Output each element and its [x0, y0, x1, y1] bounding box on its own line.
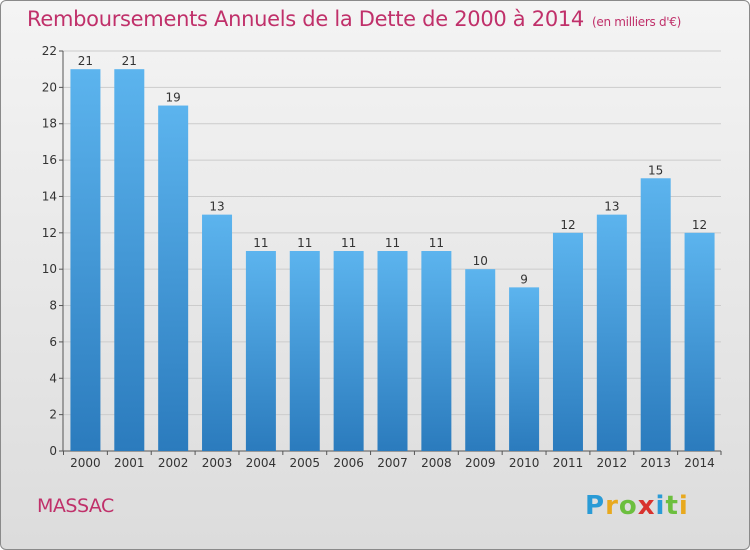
bar-value-label: 12	[560, 218, 575, 232]
logo-letter: r	[605, 491, 619, 521]
bar	[640, 178, 671, 452]
bar-value-label: 21	[78, 54, 93, 68]
logo-letter: o	[618, 491, 638, 521]
chart-title: Remboursements Annuels de la Dette de 20…	[27, 7, 681, 31]
bar	[552, 232, 583, 451]
x-tick-label: 2000	[70, 456, 101, 470]
y-tick-label: 14	[42, 189, 57, 203]
bar	[333, 251, 364, 451]
y-tick-label: 4	[49, 371, 57, 385]
x-tick-label: 2003	[202, 456, 233, 470]
y-tick-label: 16	[42, 153, 57, 167]
bar	[70, 69, 101, 451]
bar-value-label: 13	[209, 200, 224, 214]
bar-value-label: 13	[604, 200, 619, 214]
bar	[245, 251, 276, 451]
bar-value-label: 11	[297, 236, 312, 250]
logo-letter: P	[585, 491, 606, 521]
y-tick-label: 18	[42, 117, 57, 131]
bar	[202, 214, 233, 451]
bar	[421, 251, 452, 451]
y-tick-label: 8	[49, 299, 57, 313]
y-tick-label: 20	[42, 80, 57, 94]
chart-unit: (en milliers d'€)	[592, 15, 682, 29]
bar-value-label: 10	[473, 254, 488, 268]
bar	[509, 287, 540, 451]
bar-value-label: 9	[520, 272, 528, 286]
logo-letter: x	[637, 491, 656, 521]
bar-value-label: 11	[253, 236, 268, 250]
x-tick-label: 2006	[333, 456, 364, 470]
bars	[70, 69, 715, 452]
bar	[289, 251, 320, 451]
labels: 0 2 4 6 8 10 12 14 16 18 20 22 21 2000 21 2001 19 2002 13 2…	[42, 44, 715, 470]
bar-value-label: 11	[429, 236, 444, 250]
x-tick-label: 2004	[246, 456, 277, 470]
x-tick-label: 2009	[465, 456, 496, 470]
x-tick-label: 2001	[114, 456, 145, 470]
y-tick-label: 2	[49, 408, 57, 422]
logo-letter: t	[665, 491, 679, 521]
x-tick-label: 2008	[421, 456, 452, 470]
logo-letter: i	[678, 491, 689, 521]
bar	[377, 251, 408, 451]
bar-value-label: 11	[341, 236, 356, 250]
bar-value-label: 21	[122, 54, 137, 68]
y-tick-label: 22	[42, 44, 57, 58]
x-tick-label: 2011	[553, 456, 584, 470]
x-tick-label: 2010	[509, 456, 540, 470]
y-tick-label: 12	[42, 226, 57, 240]
chart-title-text: Remboursements Annuels de la Dette de 20…	[27, 7, 584, 31]
bar-value-label: 11	[385, 236, 400, 250]
x-tick-label: 2013	[640, 456, 671, 470]
bar	[684, 232, 715, 451]
x-tick-label: 2014	[684, 456, 715, 470]
x-tick-label: 2012	[597, 456, 628, 470]
proxiti-logo[interactable]: Proxiti	[585, 491, 689, 521]
x-tick-label: 2005	[289, 456, 320, 470]
bar-value-label: 12	[692, 218, 707, 232]
y-tick-label: 6	[49, 335, 57, 349]
bar	[114, 69, 145, 451]
y-tick-label: 10	[42, 262, 57, 276]
bar-value-label: 15	[648, 163, 663, 177]
x-tick-label: 2007	[377, 456, 408, 470]
y-tick-label: 0	[49, 444, 57, 458]
bar	[158, 105, 189, 451]
logo-letter: i	[655, 491, 666, 521]
x-tick-label: 2002	[158, 456, 189, 470]
bar-value-label: 19	[166, 91, 181, 105]
bar	[465, 269, 496, 451]
commune-name: MASSAC	[37, 495, 114, 517]
bar	[596, 214, 627, 451]
